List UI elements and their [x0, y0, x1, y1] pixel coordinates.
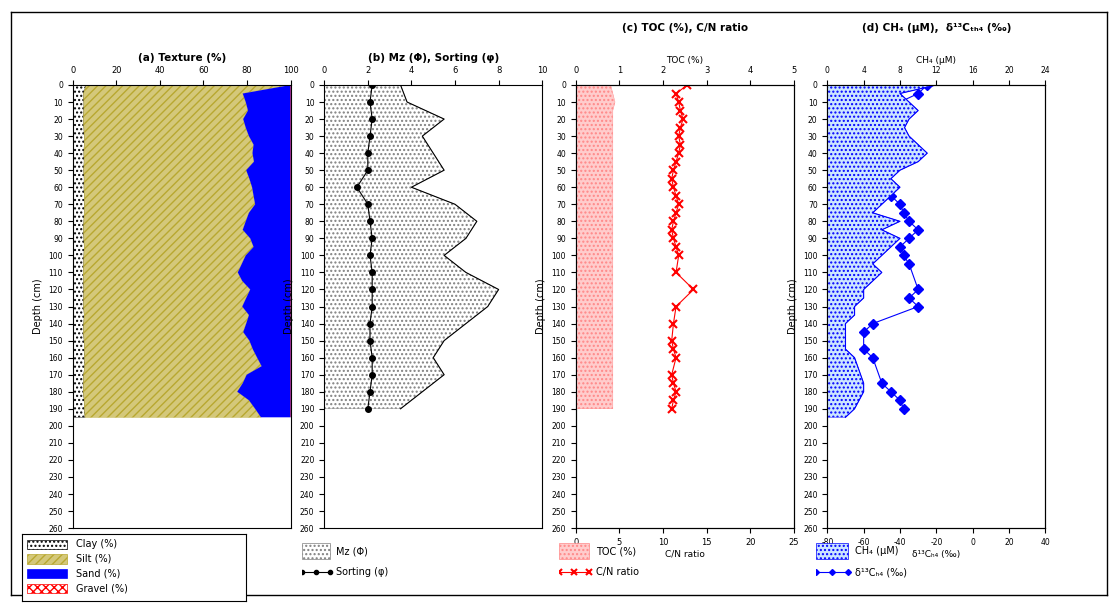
Y-axis label: Depth (cm): Depth (cm) — [536, 279, 546, 334]
Bar — [27, 583, 67, 593]
Bar — [27, 554, 67, 563]
Bar — [27, 540, 67, 549]
Y-axis label: Depth (cm): Depth (cm) — [787, 279, 797, 334]
X-axis label: TOC (%): TOC (%) — [666, 56, 703, 66]
Title: (a) Texture (%): (a) Texture (%) — [138, 53, 226, 63]
Bar — [816, 543, 849, 560]
Text: CH₄ (μM): CH₄ (μM) — [855, 546, 899, 556]
Title: (b) Mz (Φ), Sorting (φ): (b) Mz (Φ), Sorting (φ) — [368, 53, 499, 63]
Y-axis label: Depth (cm): Depth (cm) — [284, 279, 294, 334]
Text: Gravel (%): Gravel (%) — [76, 583, 127, 593]
Text: Clay (%): Clay (%) — [76, 539, 117, 549]
Text: Mz (Φ): Mz (Φ) — [337, 546, 368, 556]
Text: Sorting (φ): Sorting (φ) — [337, 567, 389, 577]
Bar — [302, 543, 330, 560]
X-axis label: C/N ratio: C/N ratio — [665, 549, 704, 558]
X-axis label: CH₄ (μM): CH₄ (μM) — [917, 56, 956, 66]
Text: Sand (%): Sand (%) — [76, 569, 121, 578]
Title: (c) TOC (%), C/N ratio: (c) TOC (%), C/N ratio — [622, 24, 748, 33]
Y-axis label: Depth (cm): Depth (cm) — [32, 279, 42, 334]
Text: TOC (%): TOC (%) — [596, 546, 636, 556]
Title: (d) CH₄ (μM),  δ¹³Cₜₕ₄ (‰): (d) CH₄ (μM), δ¹³Cₜₕ₄ (‰) — [862, 24, 1011, 33]
Bar — [27, 569, 67, 578]
Text: Silt (%): Silt (%) — [76, 554, 112, 564]
Text: δ¹³Cₕ₄ (‰): δ¹³Cₕ₄ (‰) — [855, 567, 908, 577]
Text: C/N ratio: C/N ratio — [596, 567, 638, 577]
Bar — [559, 543, 589, 560]
X-axis label: δ¹³Cₕ₄ (‰): δ¹³Cₕ₄ (‰) — [912, 549, 960, 558]
